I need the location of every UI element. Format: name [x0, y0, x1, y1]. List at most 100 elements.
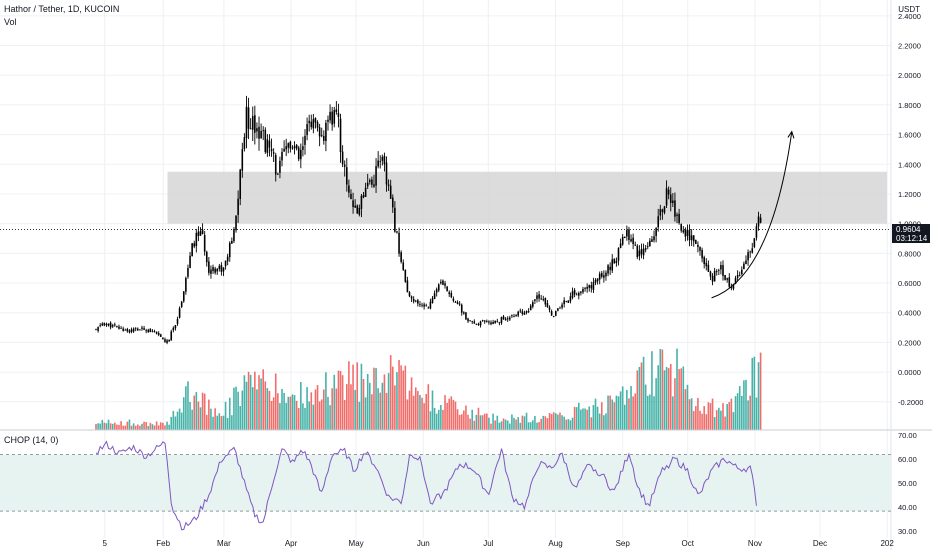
candle-body: [356, 205, 359, 214]
candle-body: [555, 311, 557, 316]
volume-bar: [256, 389, 258, 430]
volume-bar: [709, 403, 712, 430]
volume-bar: [471, 409, 473, 430]
candle-body: [724, 275, 726, 280]
volume-bar: [130, 425, 133, 430]
candle-body: [270, 148, 273, 152]
candle-body: [391, 197, 394, 208]
candle-body: [266, 139, 269, 153]
time-tick-label: May: [349, 539, 364, 548]
volume-bar: [506, 420, 509, 430]
candle-body: [155, 331, 158, 334]
volume-bar: [287, 396, 290, 430]
candle-body: [596, 278, 599, 282]
volume-bar: [371, 394, 373, 430]
volume-bar: [408, 390, 411, 430]
candle-body: [203, 235, 206, 252]
volume-bar: [588, 406, 591, 430]
volume-bar: [442, 409, 444, 430]
time-tick-label: Apr: [285, 539, 298, 548]
volume-bar: [644, 384, 647, 430]
projection-curve: [711, 131, 793, 299]
volume-bar: [490, 423, 492, 430]
candle-body: [320, 135, 323, 137]
currency-label[interactable]: USDT: [898, 5, 920, 14]
candle-body: [153, 331, 156, 333]
candle-body: [377, 160, 379, 167]
candle-body: [494, 320, 496, 323]
candle-body: [605, 272, 607, 277]
volume-bar: [559, 412, 561, 430]
candle-body: [442, 280, 444, 285]
volume-bar: [632, 396, 634, 430]
candle-body: [364, 187, 367, 197]
candle-body: [182, 291, 185, 302]
volume-bar: [672, 396, 674, 430]
candle-body: [201, 229, 204, 235]
volume-bar: [366, 373, 369, 430]
volume-bar: [193, 395, 196, 430]
candle-body: [592, 282, 595, 290]
price-tick-label: 0.8000: [898, 249, 921, 258]
candle-body: [348, 185, 350, 193]
candle-body: [513, 316, 515, 318]
volume-bar: [189, 401, 191, 430]
volume-bar: [118, 424, 120, 430]
volume-bar: [243, 375, 246, 430]
volume-bar: [331, 388, 333, 430]
candle-body: [753, 238, 756, 247]
candle-body: [318, 127, 321, 137]
volume-bar: [139, 425, 141, 430]
volume-bar: [237, 391, 239, 430]
volume-bar: [231, 415, 233, 430]
candle-body: [479, 321, 482, 326]
candle-body: [638, 250, 641, 257]
price-badge-countdown: 03:12:14: [896, 234, 928, 243]
candle-body: [147, 329, 150, 333]
candle-body: [419, 304, 421, 305]
candle-body: [387, 184, 390, 186]
price-tick-label: 2.0000: [898, 71, 921, 80]
candle-body: [509, 317, 511, 320]
candle-body: [488, 321, 490, 323]
volume-bar: [308, 401, 310, 430]
candle-body: [615, 261, 618, 263]
volume-bar: [692, 411, 695, 430]
candle-body: [109, 322, 112, 328]
volume-bar: [302, 403, 304, 430]
volume-bar: [396, 372, 398, 430]
candle-body: [137, 328, 139, 331]
candle-body: [149, 328, 152, 333]
candle-body: [663, 206, 666, 213]
volume-bar: [745, 379, 747, 430]
candle-body: [726, 278, 728, 280]
candle-layer: [95, 95, 762, 345]
volume-bar: [751, 357, 754, 430]
candle-body: [302, 146, 304, 150]
volume-bar: [613, 402, 616, 430]
candle-body: [421, 304, 423, 306]
time-tick-label: Jul: [483, 539, 493, 548]
volume-bar: [600, 402, 603, 430]
candle-body: [312, 119, 315, 129]
volume-bar: [680, 368, 682, 430]
volume-bar: [630, 386, 632, 430]
candle-body: [423, 304, 425, 307]
volume-bar: [277, 393, 279, 430]
chop-axis: 70.00 60.00 50.00 40.00 30.00: [898, 431, 917, 536]
volume-bar: [575, 407, 578, 430]
volume-bar: [172, 410, 175, 430]
volume-bar: [580, 409, 582, 430]
candle-body: [216, 268, 219, 272]
volume-bar: [550, 414, 553, 430]
volume-bar: [435, 413, 438, 430]
candle-body: [504, 318, 507, 321]
candle-body: [456, 302, 459, 304]
price-badge-price: 0.9604: [896, 225, 921, 234]
volume-bar: [274, 373, 277, 430]
candle-body: [511, 315, 513, 317]
volume-bar: [383, 374, 386, 430]
candle-body: [751, 248, 754, 253]
volume-bar: [164, 425, 166, 430]
volume-bar: [316, 385, 319, 430]
